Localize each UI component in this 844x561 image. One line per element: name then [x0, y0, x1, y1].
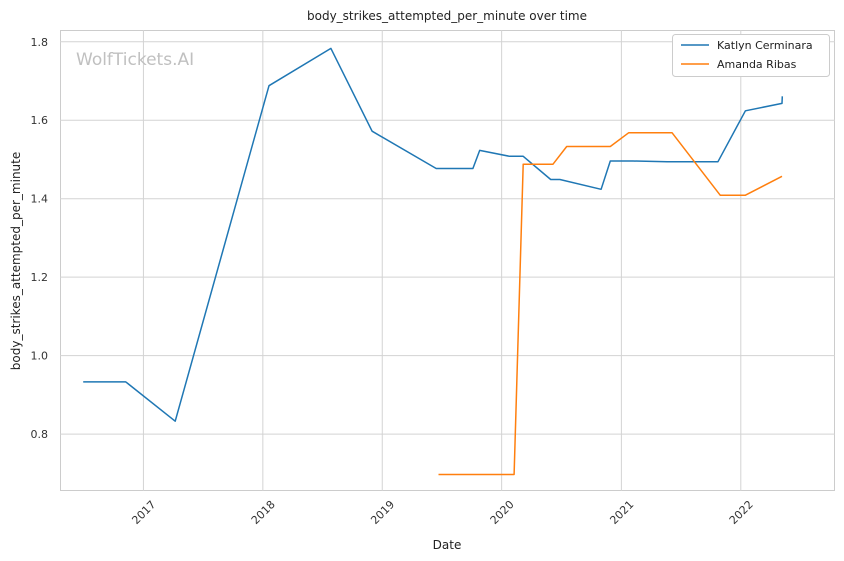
y-tick-labels: 0.8 1.0 1.2 1.4 1.6 1.8: [31, 36, 49, 441]
legend: Katlyn Cerminara Amanda Ribas: [672, 34, 830, 77]
x-tick-labels: 2017 2018 2019 2020 2021 2022: [129, 498, 755, 527]
y-tick-label: 0.8: [31, 428, 49, 441]
x-tick-label: 2017: [129, 498, 158, 527]
legend-box: [672, 34, 830, 77]
grid-lines: [60, 30, 835, 491]
chart-title: body_strikes_attempted_per_minute over t…: [307, 9, 587, 23]
y-axis-title: body_strikes_attempted_per_minute: [9, 152, 23, 370]
y-tick-label: 1.4: [31, 193, 49, 206]
legend-label-amanda-ribas: Amanda Ribas: [717, 58, 797, 71]
x-tick-label: 2018: [249, 498, 278, 527]
series-line-amanda-ribas: [438, 132, 783, 476]
y-tick-label: 1.2: [31, 271, 49, 284]
y-tick-label: 1.8: [31, 36, 49, 49]
series-lines: [83, 47, 784, 476]
x-tick-label: 2020: [488, 498, 517, 527]
x-tick-label: 2021: [607, 498, 636, 527]
y-tick-label: 1.0: [31, 350, 49, 363]
x-tick-label: 2019: [368, 498, 397, 527]
watermark: WolfTickets.AI: [76, 50, 194, 70]
plot-frame: [60, 30, 835, 491]
x-axis-title: Date: [433, 538, 462, 552]
x-tick-label: 2022: [727, 498, 756, 527]
legend-label-katlyn-cerminara: Katlyn Cerminara: [717, 39, 813, 52]
series-line-katlyn-cerminara: [83, 47, 784, 422]
y-tick-label: 1.6: [31, 114, 49, 127]
